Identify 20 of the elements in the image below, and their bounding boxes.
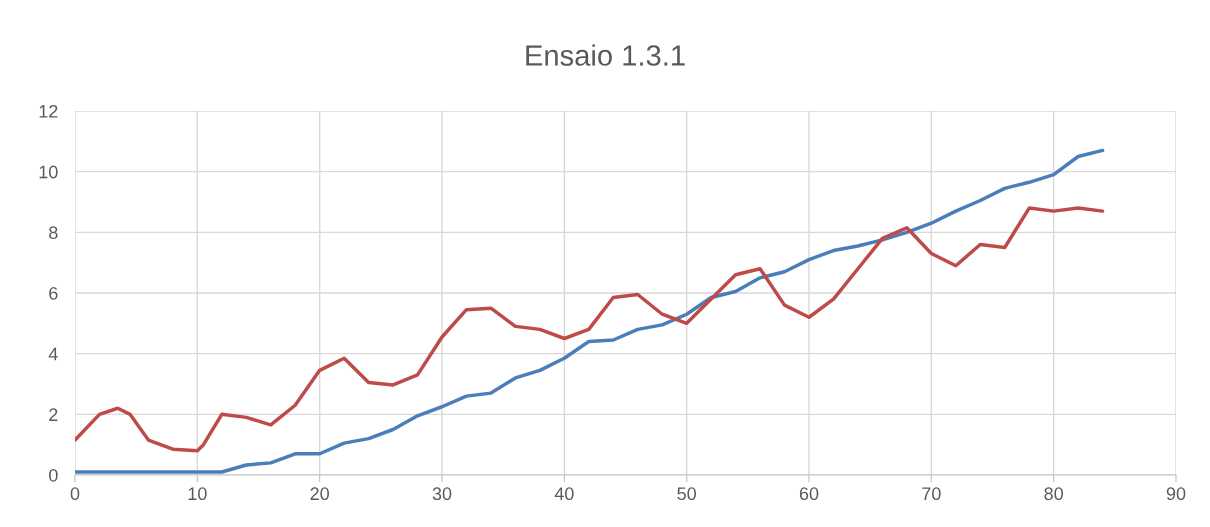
y-tick-label: 12 bbox=[39, 104, 58, 118]
y-tick-label: 4 bbox=[48, 347, 58, 361]
x-tick-label: 80 bbox=[1044, 487, 1063, 501]
y-tick-label: 2 bbox=[49, 408, 58, 421]
chart-title: Ensaio 1.3.1 bbox=[526, 44, 685, 66]
y-tick-label: 8 bbox=[49, 226, 58, 240]
y-tick-label: 10 bbox=[39, 165, 58, 179]
line-series bbox=[75, 148, 1105, 474]
x-tick-label: 10 bbox=[188, 487, 207, 501]
x-tick-label: 70 bbox=[922, 487, 941, 501]
y-tick-label: 6 bbox=[49, 286, 58, 300]
x-tick-label: 30 bbox=[432, 487, 452, 501]
x-tick-label: 90 bbox=[1166, 487, 1186, 501]
y-tick-label: 0 bbox=[49, 468, 58, 482]
x-tick-label: 0 bbox=[70, 487, 80, 501]
x-tick-label: 50 bbox=[677, 487, 696, 501]
line-series bbox=[75, 206, 1105, 453]
x-tick-label: 20 bbox=[310, 487, 329, 501]
x-tick-label: 60 bbox=[799, 487, 819, 501]
x-tick-label: 40 bbox=[554, 487, 574, 501]
